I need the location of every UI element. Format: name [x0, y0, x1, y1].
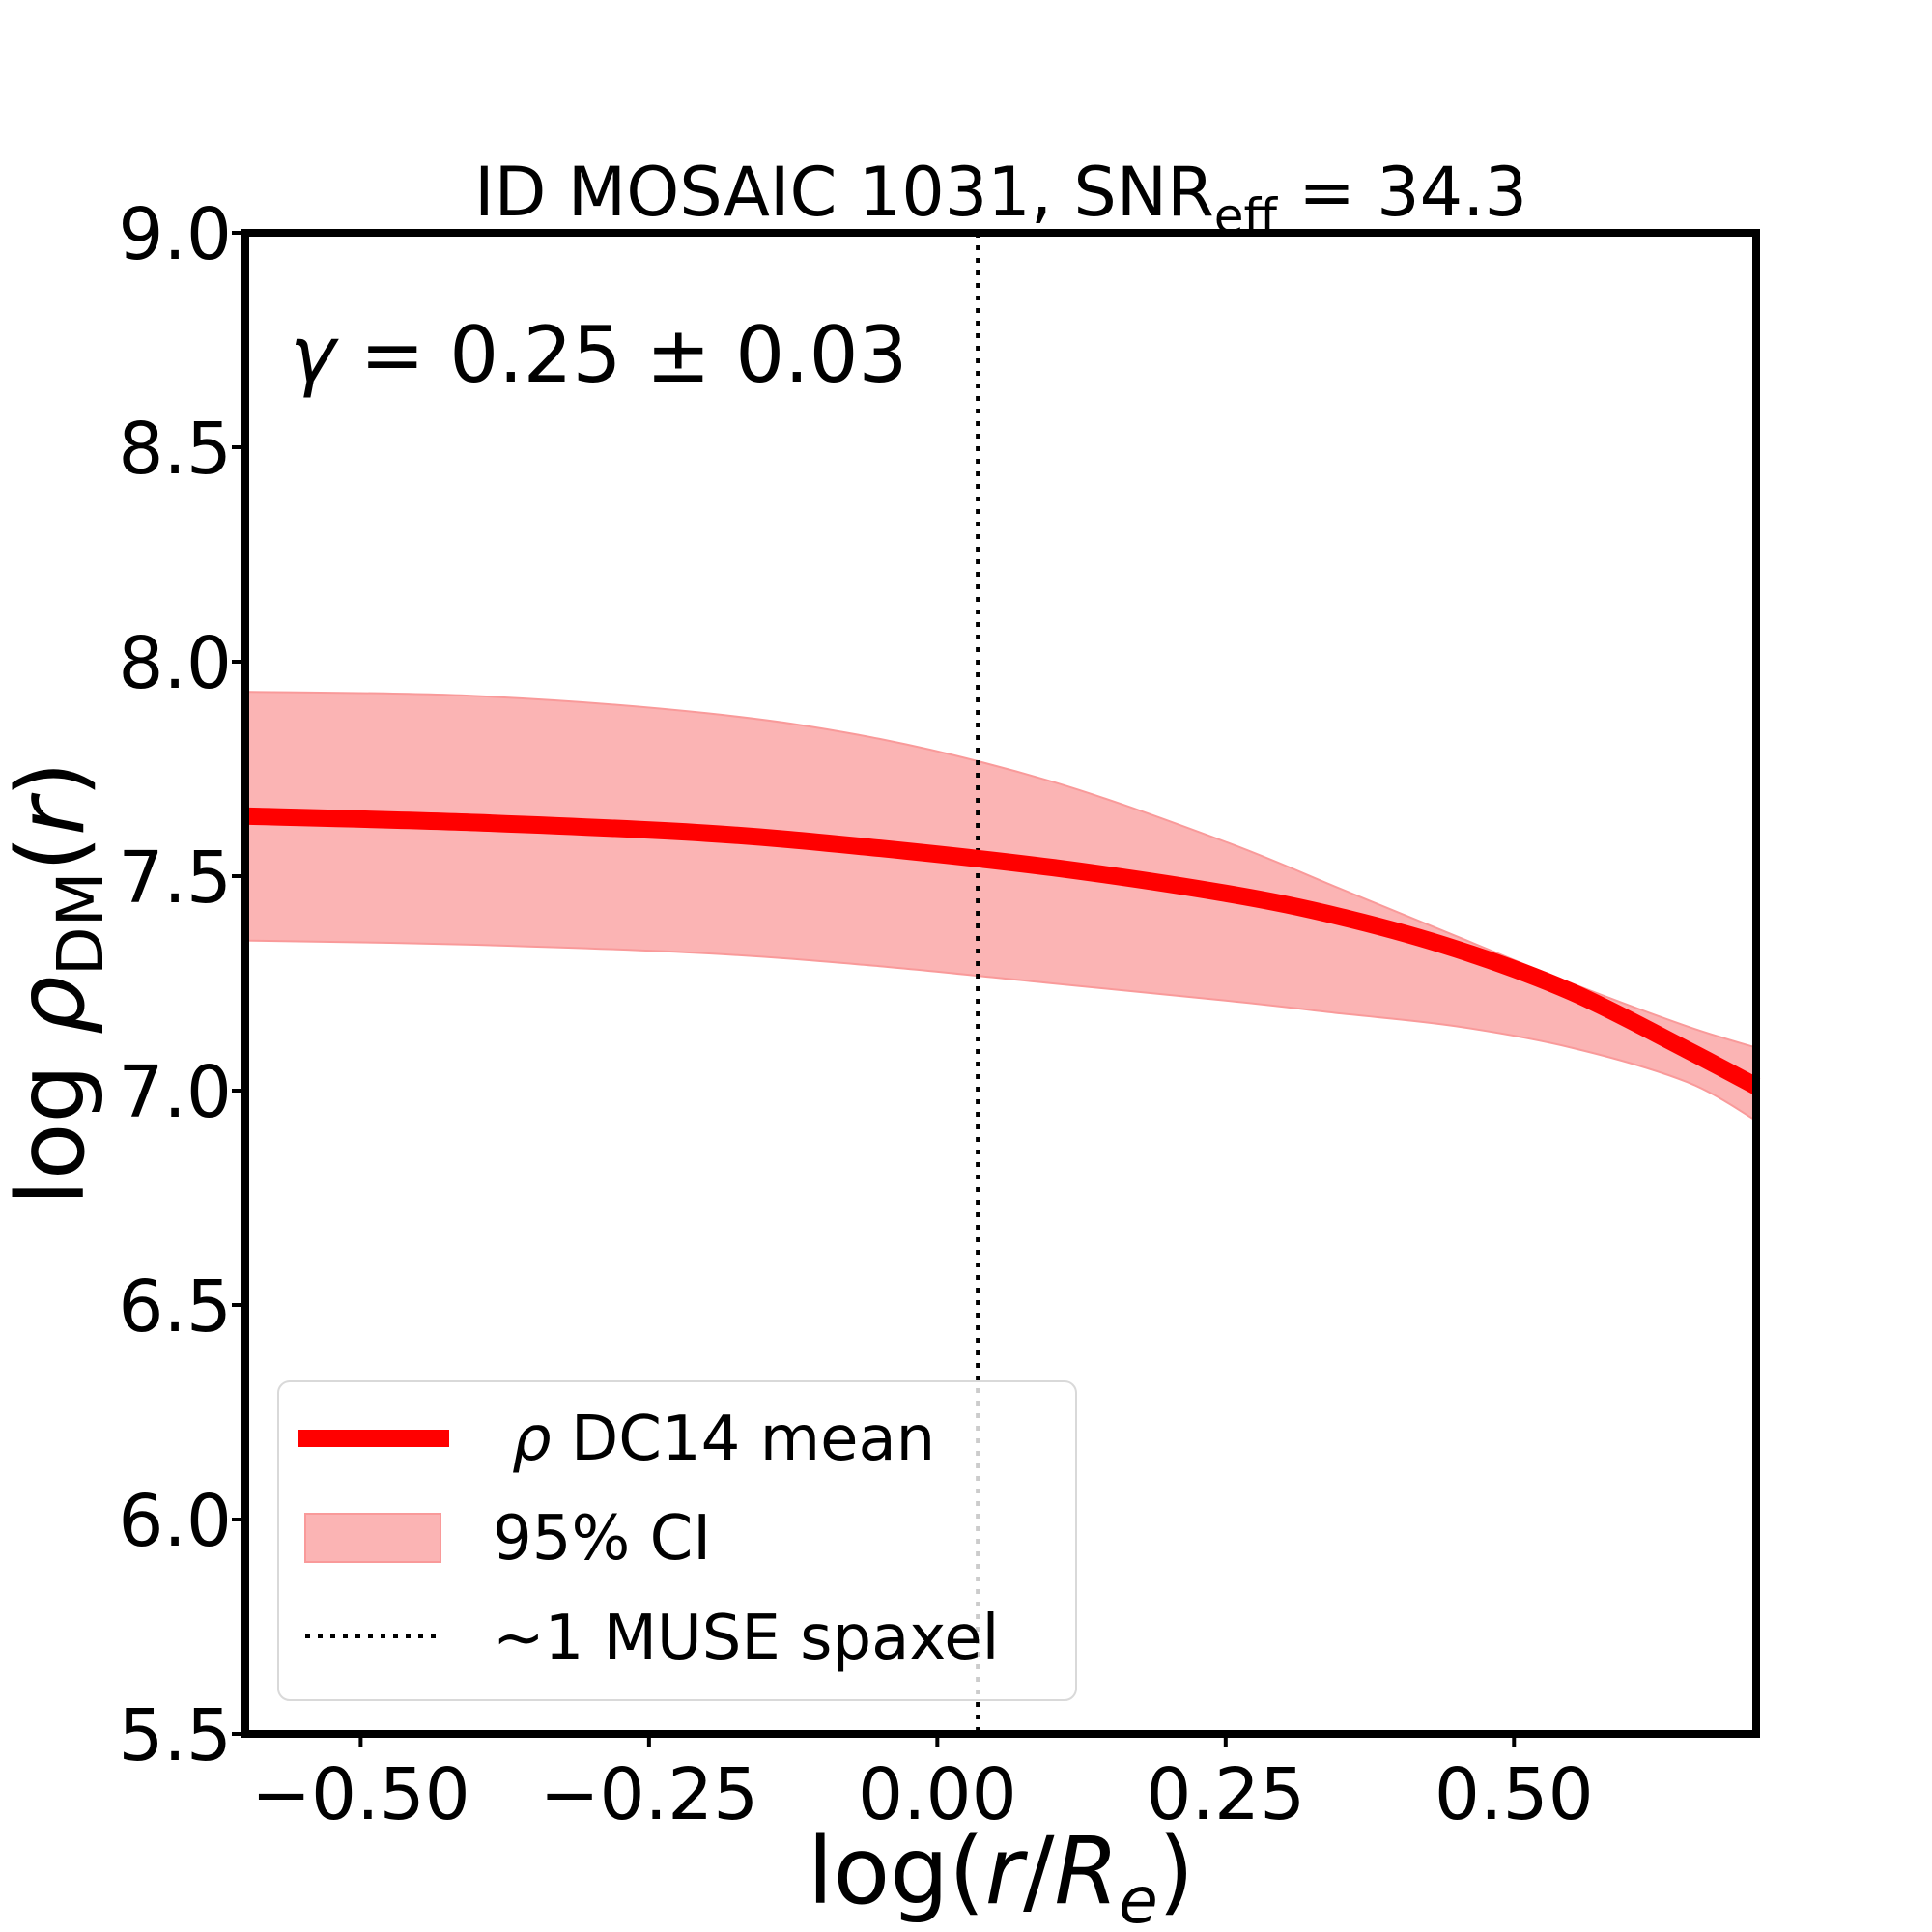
x-tick-label: 0.50 [1435, 1753, 1594, 1836]
chart-title: ID MOSAIC 1031, SNReff = 34.3 [474, 153, 1527, 244]
y-tick-label: 6.0 [118, 1480, 232, 1563]
y-tick-label: 8.0 [118, 622, 232, 705]
x-tick-label: 0.00 [858, 1753, 1017, 1836]
legend: ρ DC14 mean 95% CI ~1 MUSE spaxel [277, 1380, 1077, 1701]
x-ticks: −0.50 −0.25 0.00 0.25 0.50 [251, 1734, 1594, 1836]
y-tick-label: 5.5 [118, 1694, 232, 1777]
legend-ci-swatch [304, 1513, 441, 1563]
mean-line [244, 807, 1761, 1094]
legend-frame [277, 1380, 1077, 1701]
y-tick-label: 7.5 [118, 837, 232, 920]
x-tick-label: 0.25 [1146, 1753, 1305, 1836]
y-tick-label: 7.0 [118, 1051, 232, 1134]
y-axis-label: log ρDM(r) [0, 761, 118, 1206]
legend-ci-label: 95% CI [493, 1503, 711, 1575]
y-tick-label: 9.0 [118, 193, 232, 276]
y-ticks: 5.5 6.0 6.5 7.0 7.5 8.0 8.5 9.0 [118, 193, 245, 1777]
axes-frame [242, 229, 1760, 1738]
x-tick-label: −0.50 [251, 1753, 470, 1836]
y-tick-label: 6.5 [118, 1265, 232, 1349]
x-axis-label: log(r/Re) [808, 1817, 1194, 1932]
legend-mean-label: ρ DC14 mean [512, 1404, 935, 1475]
x-tick-label: −0.25 [539, 1753, 758, 1836]
gamma-annotation: γ = 0.25 ± 0.03 [290, 310, 907, 400]
legend-vline-label: ~1 MUSE spaxel [493, 1603, 999, 1674]
y-tick-label: 8.5 [118, 408, 232, 491]
